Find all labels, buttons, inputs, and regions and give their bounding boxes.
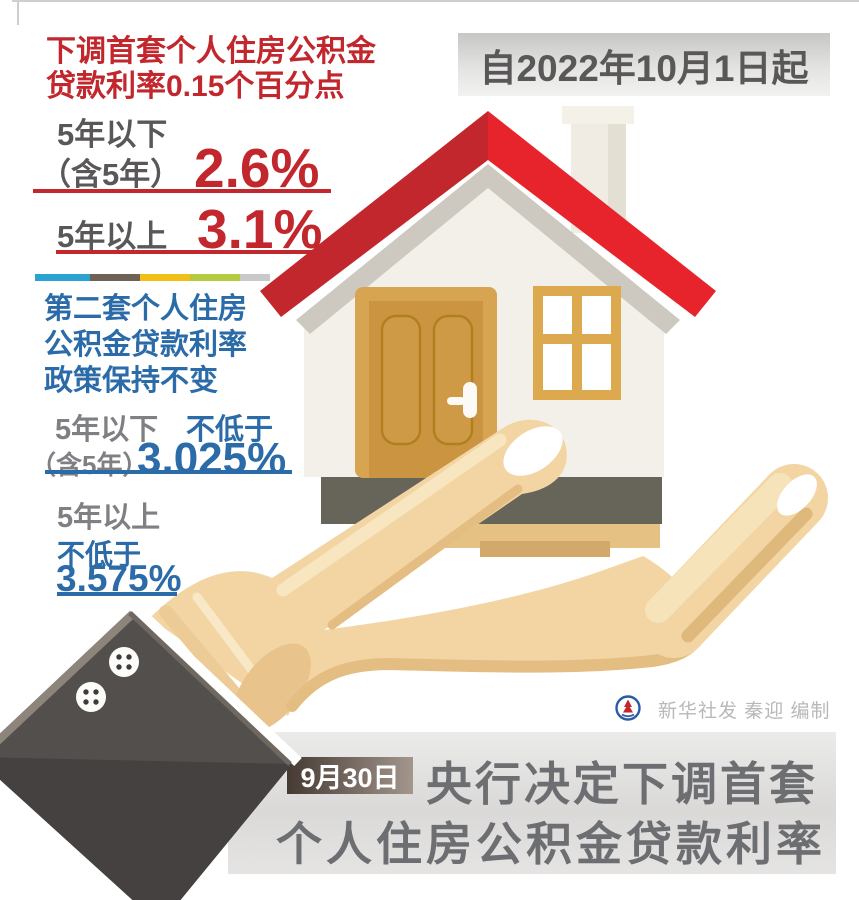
second-home-tier1-suffix: （含5年） xyxy=(30,450,149,480)
effective-date-box: 自2022年10月1日起 xyxy=(458,33,830,96)
divider-seg-yellow xyxy=(140,274,190,281)
banner-date-tag: 9月30日 xyxy=(287,757,413,794)
underline-first-tier1 xyxy=(33,189,331,193)
divider-seg-gray xyxy=(240,274,270,281)
roof-right-icon xyxy=(488,111,716,317)
effective-date-text: 自2022年10月1日起 xyxy=(479,47,809,89)
first-home-tier1-suffix: （含5年） xyxy=(40,157,182,192)
color-divider xyxy=(35,274,270,281)
chimney-cap xyxy=(562,106,634,124)
underline-first-tier2 xyxy=(56,250,314,254)
roof-left-icon xyxy=(260,111,488,317)
cuff-button-2 xyxy=(76,682,106,712)
second-home-tier2-floor: 不低于 xyxy=(57,539,142,570)
divider-seg-brown xyxy=(90,274,140,281)
finger-right-highlight xyxy=(645,473,793,623)
second-home-title-line3: 政策保持不变 xyxy=(44,365,219,397)
banner-headline-line1: 央行决定下调首套 xyxy=(426,758,818,810)
first-cut-note-line1: 下调首套个人住房公积金 xyxy=(46,35,376,68)
finger-left-crease xyxy=(327,484,523,630)
door-inset-left xyxy=(380,314,422,446)
house-icon xyxy=(260,106,716,557)
top-border-line xyxy=(12,0,859,2)
door-inset-right xyxy=(432,314,474,446)
cuff-gap xyxy=(129,602,302,766)
door-handle-bar xyxy=(447,397,465,405)
finger-right xyxy=(640,464,828,658)
cuff-button-1 xyxy=(109,647,139,677)
heel-shadow xyxy=(233,643,311,733)
second-home-title-line2: 公积金贷款利率 xyxy=(44,329,248,361)
bottom-banner: 9月30日 央行决定下调首套 个人住房公积金贷款利率 xyxy=(228,732,836,874)
underline-second-tier1 xyxy=(45,470,292,474)
window-mullion-horizontal xyxy=(543,334,611,344)
credit-line: 新华社发 秦迎 编制 xyxy=(658,701,831,722)
first-home-tier2-term: 5年以上 xyxy=(57,219,168,254)
second-home-tier1-rate: 3.025% xyxy=(137,434,287,483)
sleeve xyxy=(0,602,302,900)
banner-date-text: 9月30日 xyxy=(300,763,400,793)
first-home-tier1-rate: 2.6% xyxy=(194,137,320,199)
divider-seg-blue xyxy=(35,274,90,281)
second-home-title-line1: 第二套个人住房 xyxy=(44,293,248,325)
xinhua-logo-icon xyxy=(615,695,641,721)
cuff-dark-half xyxy=(0,757,292,900)
palm-and-forearm xyxy=(150,419,702,716)
hand-icon xyxy=(150,419,828,733)
second-home-title: 第二套个人住房 公积金贷款利率 政策保持不变 xyxy=(44,291,247,399)
first-cut-note: 下调首套个人住房公积金 贷款利率0.15个百分点 xyxy=(46,34,376,104)
first-home-tier1-term: 5年以下 xyxy=(57,117,168,152)
first-cut-note-line2: 贷款利率0.15个百分点 xyxy=(46,70,345,103)
cuff-edge-highlight xyxy=(0,611,136,745)
chimney-shade xyxy=(608,123,626,233)
divider-seg-green xyxy=(190,274,240,281)
first-home-tier2-rate: 3.1% xyxy=(197,198,323,260)
second-home-tier1-term: 5年以下 xyxy=(55,414,159,446)
second-home-tier2-term: 5年以上 xyxy=(57,502,161,534)
banner-headline-line2: 个人住房公积金贷款利率 xyxy=(276,818,826,870)
finger-right-shade xyxy=(681,507,813,643)
underline-second-tier2 xyxy=(57,592,177,596)
cuff-edge-line xyxy=(128,611,292,766)
fingernail-left xyxy=(503,426,563,476)
porch-strip-dark xyxy=(480,541,610,557)
fingernail-right xyxy=(777,474,817,516)
finger-left-highlight xyxy=(276,433,507,597)
left-border-tick xyxy=(17,0,19,25)
second-home-tier1-floor: 不低于 xyxy=(186,414,274,446)
door-handle xyxy=(463,382,477,418)
